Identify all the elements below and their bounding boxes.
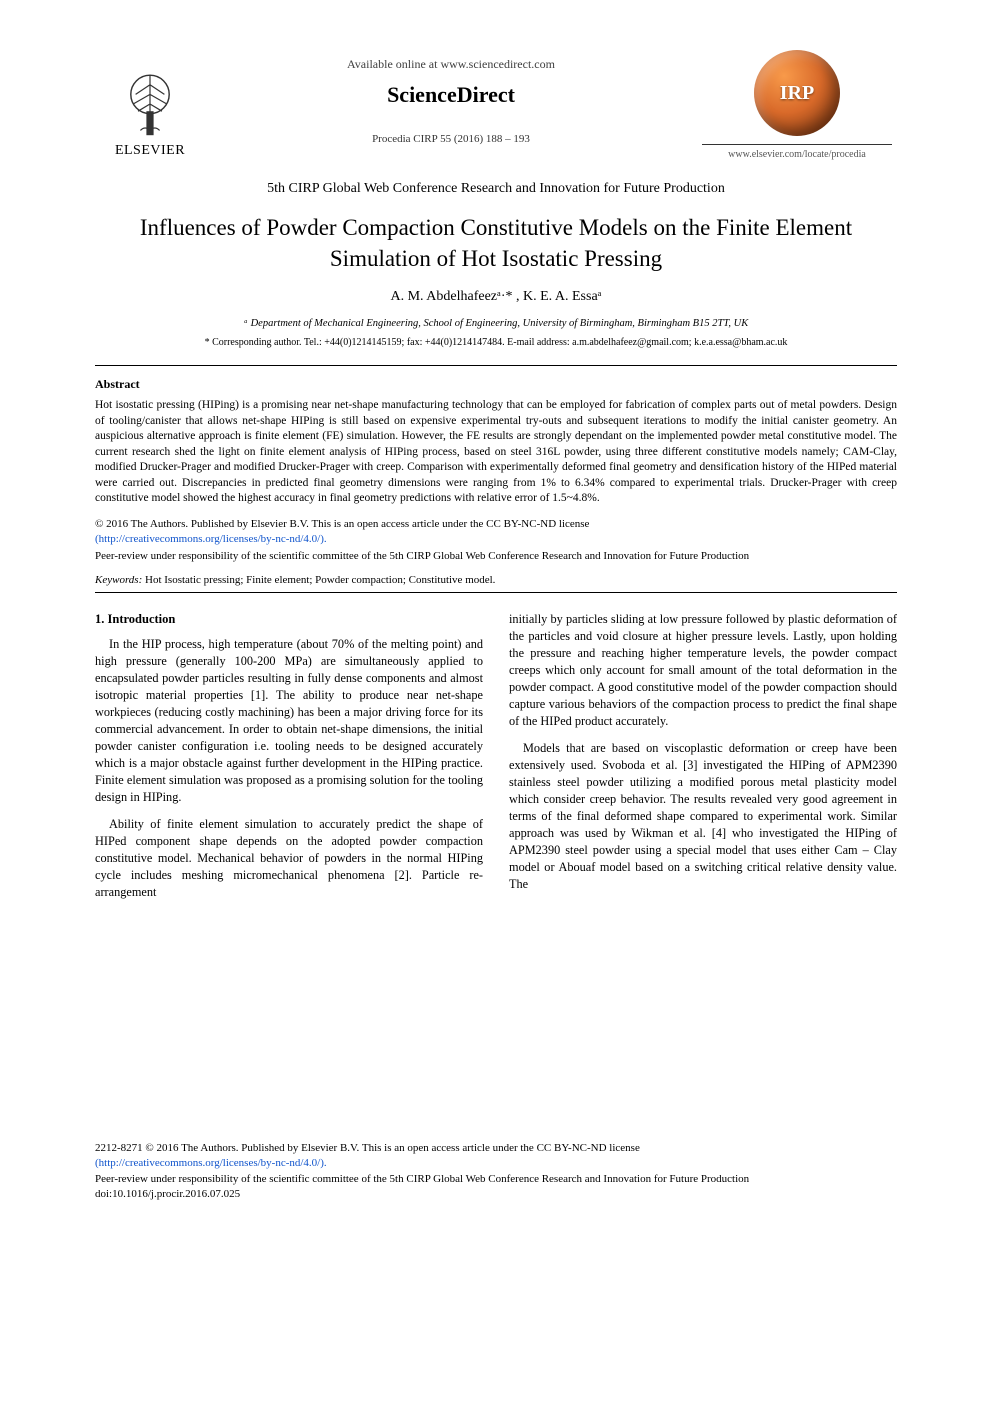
affiliation-line: ᵃ Department of Mechanical Engineering, … [95,317,897,331]
cirp-logo-block: IRP www.elsevier.com/locate/procedia [697,50,897,162]
paper-title: Influences of Powder Compaction Constitu… [95,212,897,274]
rule-above-abstract [95,365,897,366]
elsevier-label: ELSEVIER [115,142,185,161]
corresponding-author-line: * Corresponding author. Tel.: +44(0)1214… [95,336,897,350]
keywords-label: Keywords: [95,574,142,586]
publisher-url: www.elsevier.com/locate/procedia [697,148,897,162]
keywords-list: Hot Isostatic pressing; Finite element; … [142,574,495,586]
cirp-sphere-icon: IRP [754,50,840,136]
right-column: initially by particles sliding at low pr… [509,611,897,911]
page-header: ELSEVIER Available online at www.science… [95,50,897,162]
page-footer: 2212-8271 © 2016 The Authors. Published … [95,1141,897,1203]
available-online-text: Available online at www.sciencedirect.co… [205,56,697,72]
license-text: © 2016 The Authors. Published by Elsevie… [95,518,589,530]
header-center: Available online at www.sciencedirect.co… [205,50,697,147]
cirp-divider [702,144,892,145]
rule-below-keywords [95,592,897,593]
elsevier-logo: ELSEVIER [95,50,205,161]
footer-issn-line: 2212-8271 © 2016 The Authors. Published … [95,1141,897,1156]
elsevier-tree-icon [114,50,186,140]
footer-doi: doi:10.1016/j.procir.2016.07.025 [95,1187,897,1202]
authors-line: A. M. Abdelhafeezᵃ·* , K. E. A. Essaᵃ [95,288,897,307]
section1-p3: initially by particles sliding at low pr… [509,611,897,730]
sciencedirect-logo-text: ScienceDirect [205,80,697,110]
peer-review-line: Peer-review under responsibility of the … [95,549,897,564]
conference-line: 5th CIRP Global Web Conference Research … [95,180,897,199]
corresponding-text: * Corresponding author. Tel.: +44(0)1214… [205,337,788,348]
footer-license-link[interactable]: (http://creativecommons.org/licenses/by-… [95,1157,327,1169]
license-link[interactable]: (http://creativecommons.org/licenses/by-… [95,533,327,545]
keywords-line: Keywords: Hot Isostatic pressing; Finite… [95,573,897,588]
section1-p2: Ability of finite element simulation to … [95,816,483,901]
body-columns: 1. Introduction In the HIP process, high… [95,611,897,911]
journal-reference: Procedia CIRP 55 (2016) 188 – 193 [205,132,697,147]
abstract-heading: Abstract [95,376,897,392]
section1-p4: Models that are based on viscoplastic de… [509,740,897,893]
footer-peer-line: Peer-review under responsibility of the … [95,1172,897,1187]
section-1-heading: 1. Introduction [95,611,483,628]
abstract-body: Hot isostatic pressing (HIPing) is a pro… [95,398,897,507]
cirp-label: IRP [780,80,814,107]
left-column: 1. Introduction In the HIP process, high… [95,611,483,911]
section1-p1: In the HIP process, high temperature (ab… [95,636,483,806]
license-block: © 2016 The Authors. Published by Elsevie… [95,517,897,547]
